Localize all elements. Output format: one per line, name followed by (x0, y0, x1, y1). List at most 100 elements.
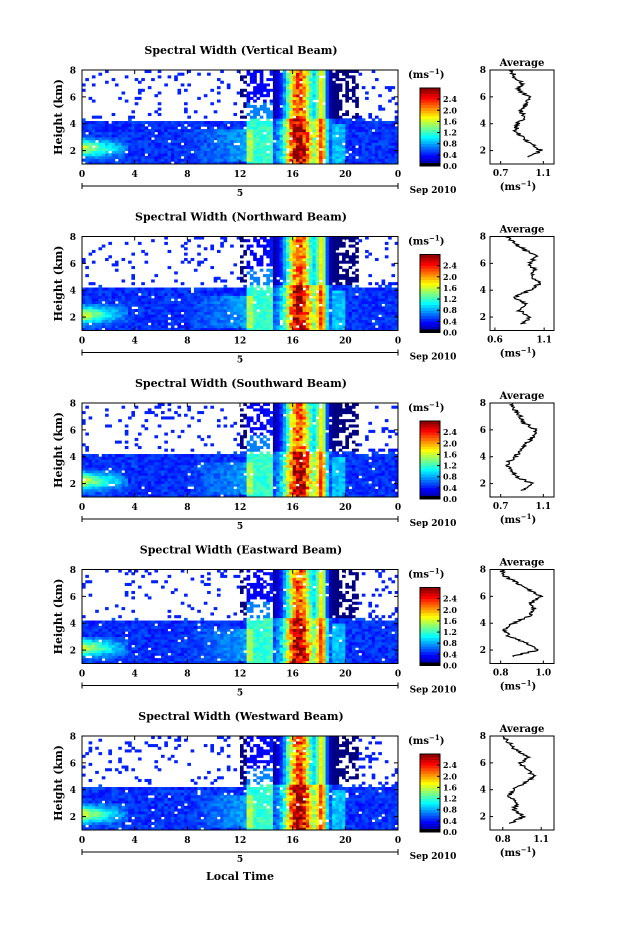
heatmap-cell (295, 75, 300, 79)
heatmap-cell (282, 260, 287, 264)
heatmap-cell (348, 311, 353, 315)
heatmap-cell (286, 322, 290, 326)
heatmap-cell (177, 319, 182, 323)
heatmap-cell (269, 115, 274, 119)
heatmap-cell (315, 325, 320, 329)
heatmap-cell (216, 314, 221, 318)
heatmap-cell (141, 475, 145, 479)
heatmap-cell (361, 325, 366, 329)
heatmap-cell (328, 282, 333, 286)
average-x-tick-label: 1.1 (536, 336, 552, 346)
heatmap-cell (361, 327, 366, 331)
heatmap-cell (114, 475, 119, 479)
heatmap-cell (137, 475, 142, 479)
heatmap-cell (295, 72, 300, 76)
heatmap-cell (282, 239, 287, 243)
heatmap-cell (279, 150, 284, 154)
heatmap-cell (108, 456, 112, 460)
heatmap-cell (345, 236, 349, 240)
heatmap-cell (167, 121, 172, 125)
heatmap-cell (312, 317, 317, 321)
heatmap-cell (295, 129, 300, 133)
heatmap-cell (384, 292, 389, 296)
heatmap-cell (253, 91, 257, 95)
heatmap-cell (141, 456, 145, 460)
heatmap-cell (108, 488, 112, 492)
heatmap-cell (85, 491, 89, 495)
heatmap-cell (345, 290, 349, 294)
heatmap-cell (246, 99, 251, 103)
heatmap-cell (361, 86, 366, 90)
heatmap-cell (371, 137, 376, 141)
heatmap-cell (361, 292, 366, 296)
heatmap-cell (391, 317, 396, 321)
heatmap-cell (170, 416, 175, 420)
heatmap-cell (124, 303, 129, 307)
heatmap-cell (85, 488, 89, 492)
heatmap-cell (197, 325, 201, 329)
heatmap-cell (240, 292, 244, 296)
heatmap-cell (230, 309, 234, 313)
heatmap-cell (348, 96, 353, 100)
heatmap-cell (184, 155, 188, 159)
heatmap-cell (371, 118, 376, 122)
heatmap-cell (276, 72, 280, 76)
heatmap-cell (282, 150, 287, 154)
heatmap-cell (342, 158, 346, 162)
heatmap-cell (355, 86, 359, 90)
heatmap-cell (286, 287, 290, 291)
heatmap-cell (272, 295, 277, 299)
heatmap-cell (325, 266, 330, 270)
heatmap-cell (312, 268, 317, 272)
heatmap-cell (368, 290, 373, 294)
heatmap-cell (151, 454, 155, 458)
heatmap-cell (269, 290, 274, 294)
heatmap-cell (279, 295, 284, 299)
heatmap-cell (210, 126, 215, 130)
heatmap-cell (279, 83, 284, 87)
heatmap-cell (95, 314, 99, 318)
heatmap-cell (286, 131, 290, 135)
heatmap-cell (302, 104, 307, 108)
heatmap-cell (289, 292, 294, 296)
heatmap-cell (151, 467, 155, 471)
heatmap-cell (345, 91, 349, 95)
heatmap-cell (292, 247, 297, 251)
heatmap-cell (299, 86, 303, 90)
heatmap-cell (233, 306, 238, 310)
heatmap-cell (322, 153, 326, 157)
heatmap-cell (289, 129, 294, 133)
heatmap-cell (98, 475, 103, 479)
heatmap-cell (315, 236, 320, 240)
heatmap-cell (355, 303, 359, 307)
heatmap-cell (210, 298, 215, 302)
heatmap-cell (328, 78, 333, 82)
heatmap-cell (157, 137, 162, 141)
heatmap-cell (394, 300, 399, 304)
heatmap-cell (338, 99, 343, 103)
heatmap-cell (259, 298, 264, 302)
heatmap-cell (161, 303, 165, 307)
heatmap-cell (263, 129, 267, 133)
heatmap-cell (332, 155, 336, 159)
heatmap-cell (295, 306, 300, 310)
heatmap-cell (355, 102, 359, 106)
heatmap-cell (203, 314, 208, 318)
heatmap-cell (299, 72, 303, 76)
heatmap-cell (164, 475, 168, 479)
heatmap-cell (151, 129, 155, 133)
heatmap-cell (243, 131, 247, 135)
heatmap-cell (305, 126, 310, 130)
heatmap-cell (388, 287, 392, 291)
heatmap-cell (170, 314, 175, 318)
heatmap-cell (108, 145, 112, 149)
heatmap-cell (240, 300, 244, 304)
heatmap-cell (174, 147, 178, 151)
heatmap-cell (309, 239, 313, 243)
heatmap-cell (312, 327, 317, 331)
heatmap-cell (124, 155, 129, 159)
colorbar-segment (420, 132, 440, 136)
heatmap-cell (315, 91, 320, 95)
heatmap-cell (305, 274, 310, 278)
heatmap-cell (319, 142, 323, 146)
